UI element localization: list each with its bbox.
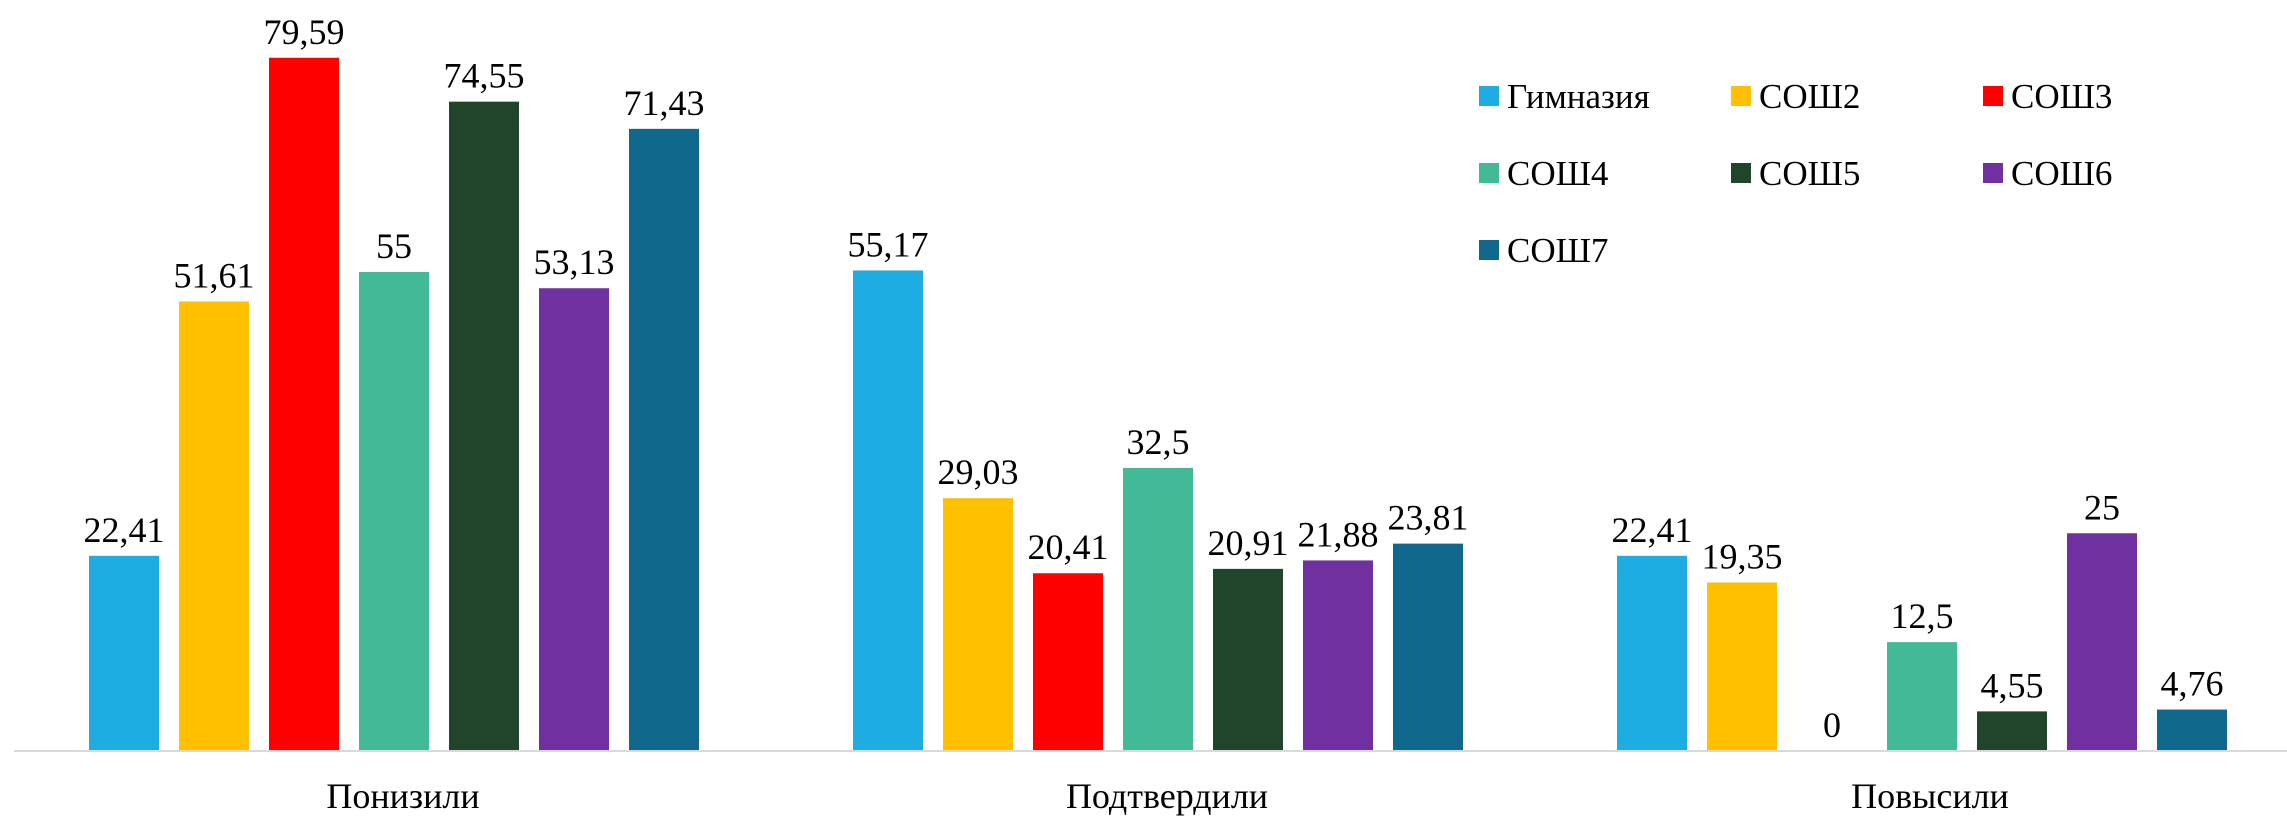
legend-swatch-7 [1479,240,1499,260]
value-label-4-1: 55 [376,226,412,266]
bar-7-1 [629,128,699,751]
legend: Гимназия СОШ2 СОШ3 СОШ4 СОШ5 СОШ6 СОШ7 [1479,77,2112,270]
legend-swatch-1 [1479,86,1499,106]
category-label-2: Подтвердили [1066,776,1268,816]
value-label-1-2: 55,17 [848,224,929,264]
bar-7-3 [2157,709,2227,751]
category-label-1: Понизили [326,776,479,816]
value-label-7-1: 71,43 [624,83,705,123]
value-label-6-1: 53,13 [534,242,615,282]
legend-label-6: СОШ6 [2011,154,2112,193]
category-labels-group: Понизили Подтвердили Повысили [326,776,2008,816]
legend-label-2: СОШ2 [1759,77,1860,116]
value-label-4-3: 12,5 [1891,596,1954,636]
legend-swatch-6 [1983,163,2003,183]
bar-6-3 [2067,533,2137,751]
value-label-6-3: 25 [2084,487,2120,527]
legend-label-1: Гимназия [1507,77,1650,116]
bar-6-1 [539,288,609,751]
legend-swatch-2 [1731,86,1751,106]
legend-label-3: СОШ3 [2011,77,2112,116]
bar-2-1 [179,301,249,751]
value-label-6-2: 21,88 [1298,514,1379,554]
value-label-4-2: 32,5 [1127,422,1190,462]
legend-label-5: СОШ5 [1759,154,1860,193]
value-label-7-3: 4,76 [2161,664,2224,704]
value-label-3-2: 20,41 [1028,527,1109,567]
legend-swatch-3 [1983,86,2003,106]
bar-5-1 [449,101,519,752]
category-label-3: Повысили [1851,776,2009,816]
bar-5-2 [1213,568,1283,751]
value-label-5-1: 74,55 [444,56,525,96]
bar-1-3 [1617,555,1687,751]
value-label-3-3: 0 [1823,705,1841,745]
bar-6-2 [1303,560,1373,751]
bar-5-3 [1977,711,2047,751]
value-label-1-3: 22,41 [1612,510,1693,550]
bar-4-1 [359,271,429,751]
value-label-7-2: 23,81 [1388,498,1469,538]
bar-7-2 [1393,543,1463,751]
bar-2-3 [1707,582,1777,751]
value-labels-group: 22,41 55,17 22,41 51,61 29,03 19,35 79,59 20,41… [84,12,2224,745]
bar-1-2 [853,270,923,751]
bar-4-3 [1887,642,1957,751]
value-label-1-1: 22,41 [84,510,165,550]
bar-3-2 [1033,573,1103,751]
legend-swatch-5 [1731,163,1751,183]
value-label-2-3: 19,35 [1702,536,1783,576]
value-label-2-1: 51,61 [174,255,255,295]
legend-label-4: СОШ4 [1507,154,1608,193]
value-label-2-2: 29,03 [938,452,1019,492]
value-label-3-1: 79,59 [264,12,345,52]
bar-2-2 [943,498,1013,751]
legend-label-7: СОШ7 [1507,231,1608,270]
bar-3-1 [269,57,339,751]
value-label-5-3: 4,55 [1981,665,2044,705]
bar-4-2 [1123,467,1193,751]
bars-group [89,57,2227,752]
bar-1-1 [89,555,159,751]
legend-swatch-4 [1479,163,1499,183]
value-label-5-2: 20,91 [1208,523,1289,563]
